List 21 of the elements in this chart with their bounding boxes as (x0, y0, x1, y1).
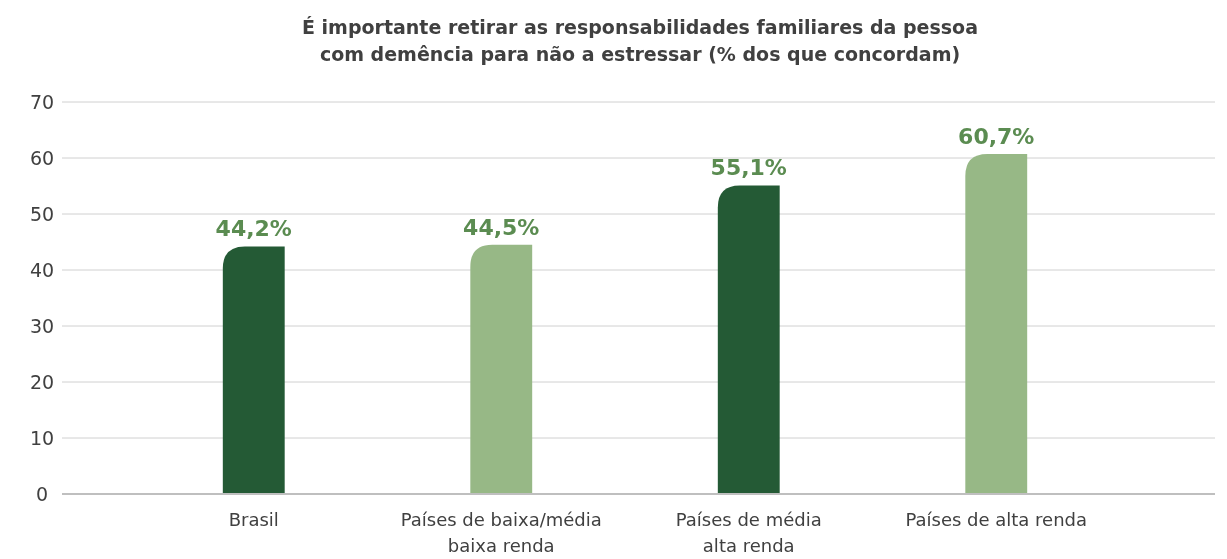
y-tick-label: 30 (29, 314, 55, 337)
y-tick-label: 20 (29, 370, 55, 393)
y-tick-label: 40 (29, 258, 55, 281)
bar (965, 154, 1028, 494)
y-tick-label: 10 (29, 426, 55, 449)
bar (717, 185, 780, 494)
data-label: 44,2% (215, 216, 292, 242)
bar (222, 246, 285, 494)
y-tick-label: 60 (29, 146, 55, 169)
data-label: 60,7% (958, 124, 1035, 150)
bar (470, 244, 533, 494)
x-tick-label: Países de baixa/média baixa renda (400, 509, 602, 556)
data-label: 55,1% (710, 155, 787, 181)
chart-title: É importante retirar as responsabilidades familiares da pessoa com demência para não a estressar (% dos que concordam) (301, 16, 979, 65)
x-tick-label: Países de média alta renda (675, 509, 822, 556)
data-label: 44,5% (463, 214, 540, 240)
y-tick-label: 50 (29, 202, 55, 225)
x-tick-label: Brasil (228, 509, 279, 530)
y-tick-label: 70 (29, 90, 55, 113)
y-tick-label: 0 (35, 482, 49, 505)
x-tick-label: Países de alta renda (905, 509, 1088, 530)
